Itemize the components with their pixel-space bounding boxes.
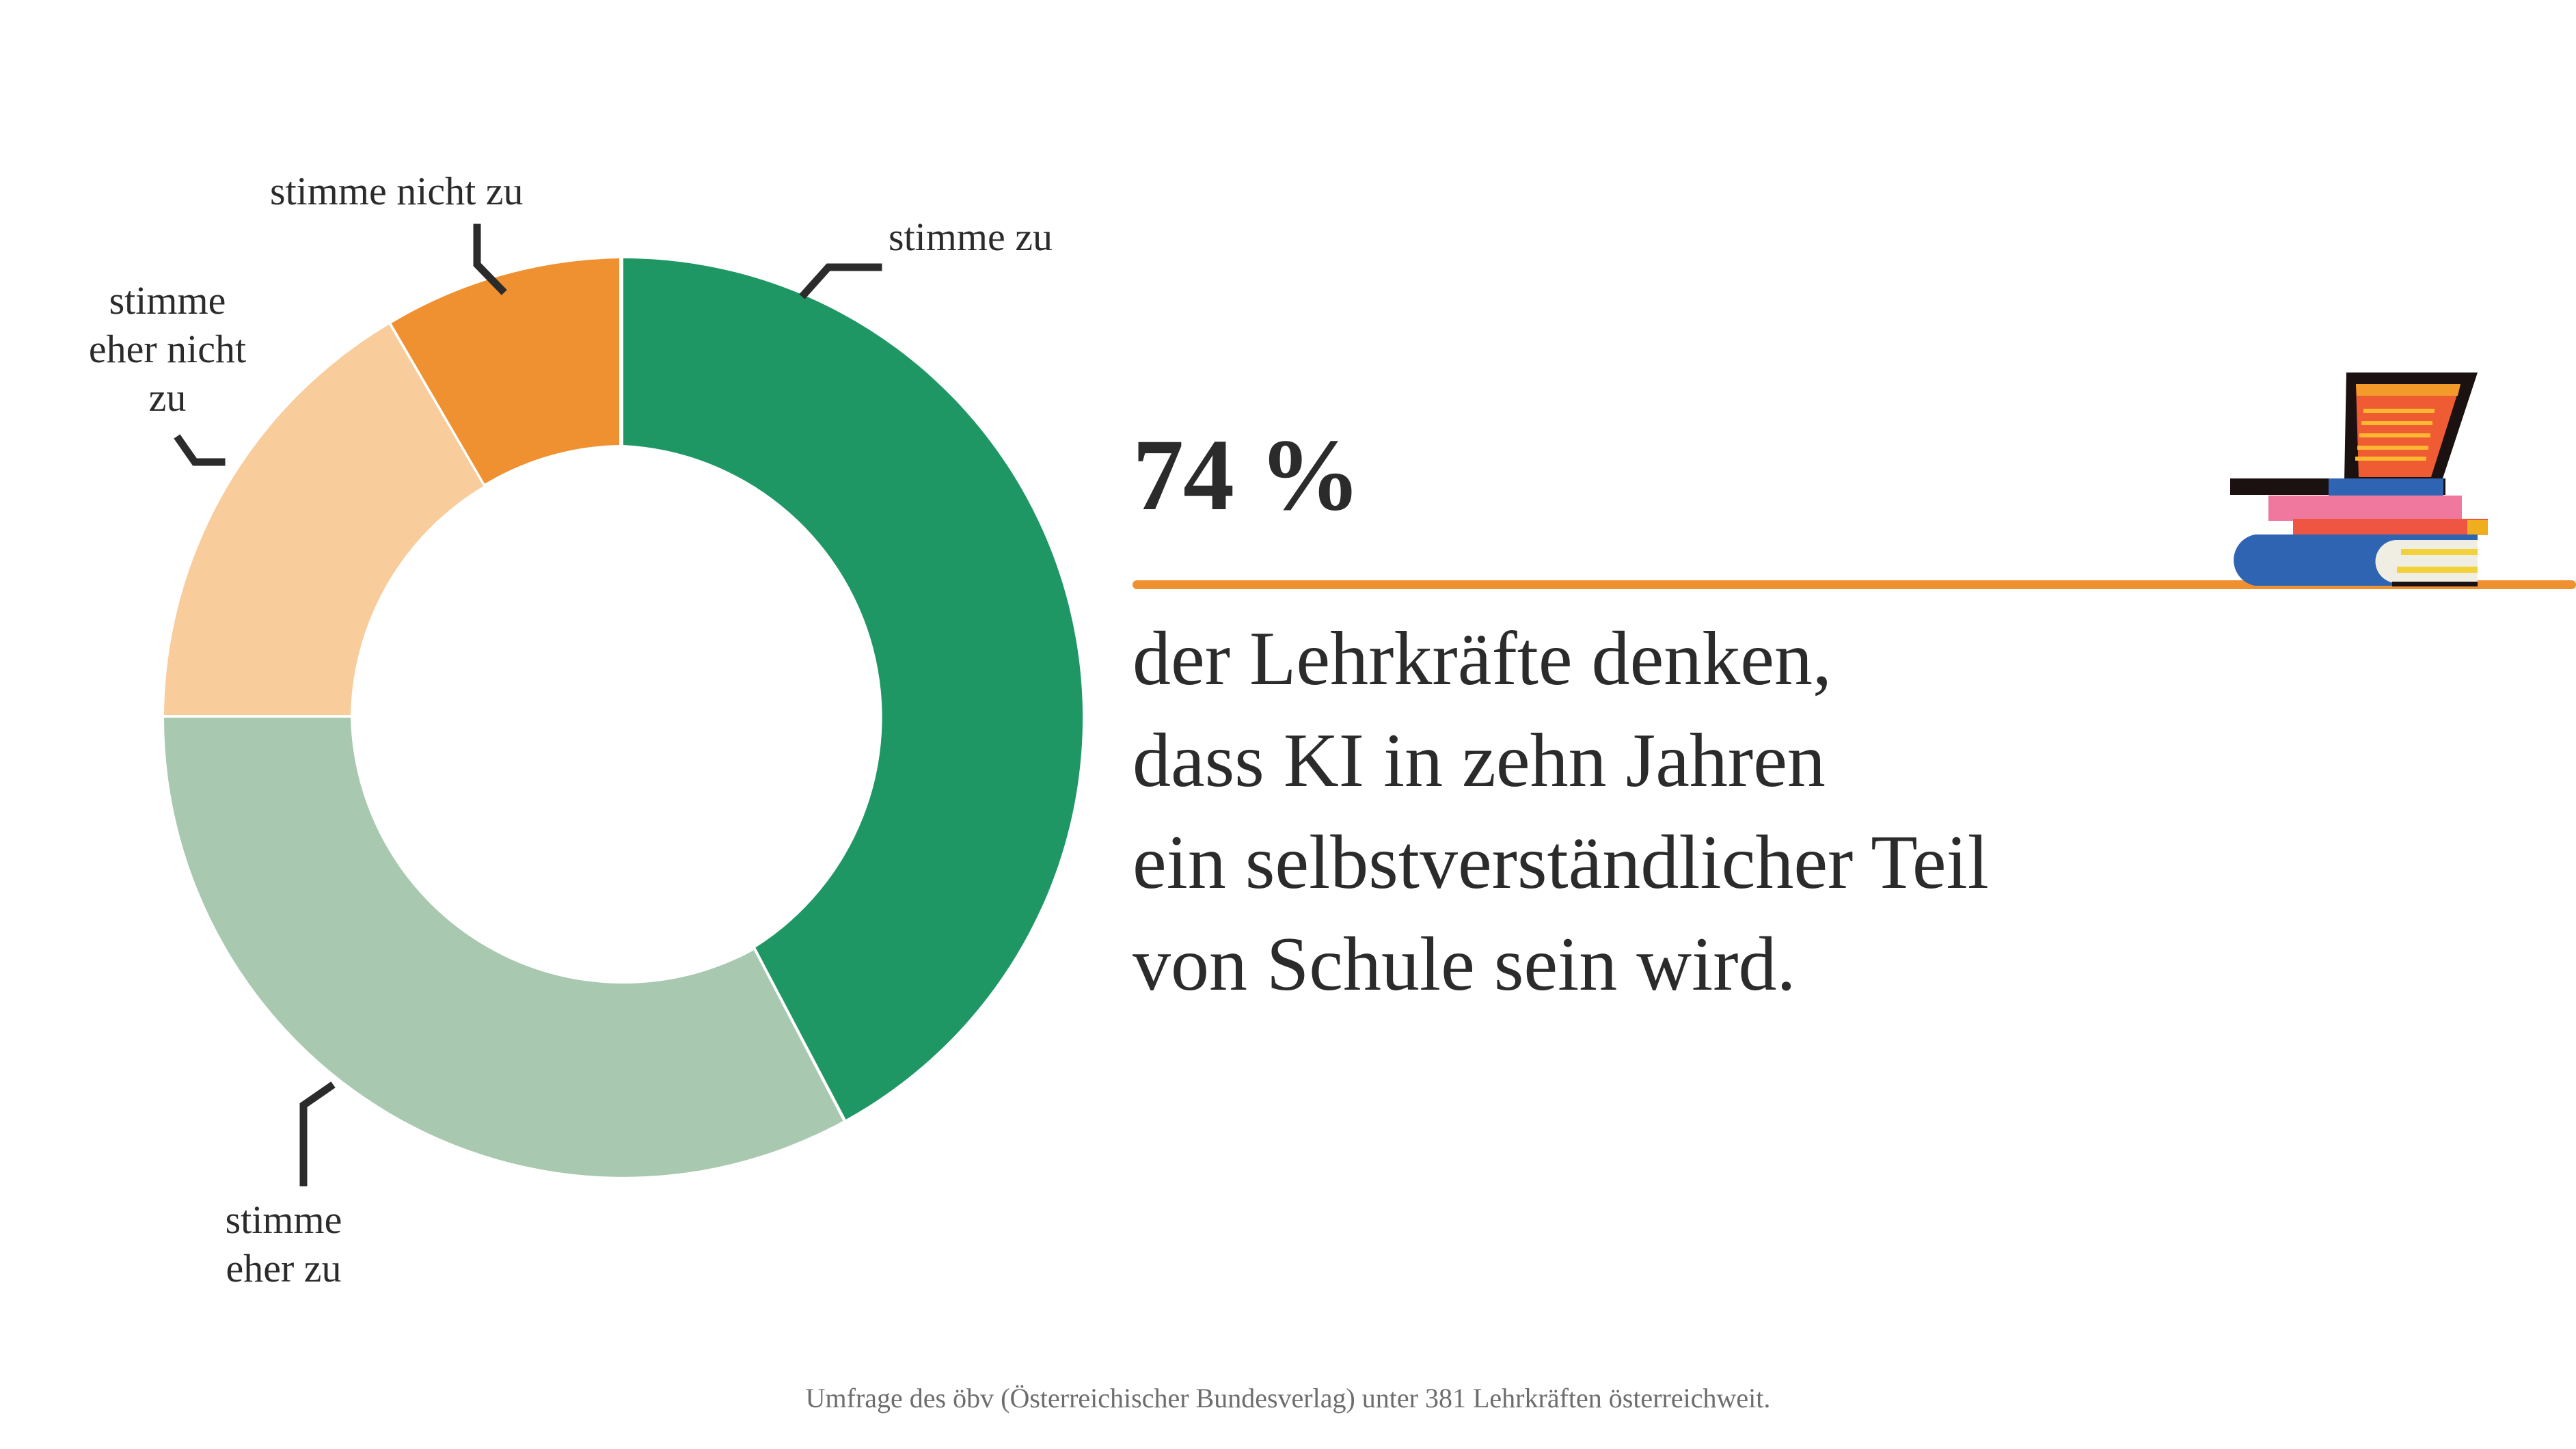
leader-line-stimme-eher-nicht-zu: [174, 434, 226, 466]
donut-label-stimme-eher-zu: stimme eher zu: [225, 1197, 342, 1290]
book-band-blue-upper: [2329, 478, 2443, 498]
donut-label-stimme-eher-nicht-zu: stimme eher nicht zu: [88, 278, 247, 420]
donut-label-stimme-nicht-zu: stimme nicht zu: [270, 169, 524, 213]
laptop-screen: [2356, 384, 2460, 477]
book-band-red: [2293, 519, 2488, 535]
donut-chart: stimme zu stimme nicht zu stimme eher ni…: [0, 0, 1162, 1449]
laptop-on-books-svg: [2230, 373, 2488, 586]
statement-text: der Lehrkräfte denken, dass KI in zehn J…: [1133, 617, 1989, 1007]
headline-percentage: 74 %: [1133, 418, 1361, 532]
book-pages-cream: [2375, 540, 2478, 583]
donut-slice-stimme-eher-zu[interactable]: [164, 718, 843, 1177]
laptop-screen-top-glow: [2356, 384, 2460, 396]
leader-line-stimme-zu: [799, 263, 882, 299]
donut-label-stimme-zu: stimme zu: [889, 215, 1053, 259]
book-pages-yellow-streaks: [2397, 549, 2478, 573]
leader-line-stimme-nicht-zu: [473, 224, 507, 295]
donut-slice-stimme-nicht-zu[interactable]: [391, 258, 619, 484]
accent-divider-rule: [1133, 580, 2576, 589]
donut-slice-stimme-eher-nicht-zu[interactable]: [164, 324, 484, 715]
screen-text-lines: [2355, 409, 2435, 461]
source-footnote: Umfrage des öbv (Österreichischer Bundes…: [805, 1383, 1771, 1413]
statement-block: 74 %: [1133, 424, 2499, 526]
leader-line-stimme-eher-zu: [299, 1081, 336, 1187]
book-band-yellow: [2467, 520, 2488, 535]
donut-slice-stimme-zu[interactable]: [623, 258, 1083, 1120]
book-band-pink: [2268, 496, 2462, 521]
book-shadow: [2392, 582, 2478, 586]
donut-chart-svg: [164, 224, 1083, 1187]
laptop-on-books-illustration: [2225, 366, 2519, 588]
